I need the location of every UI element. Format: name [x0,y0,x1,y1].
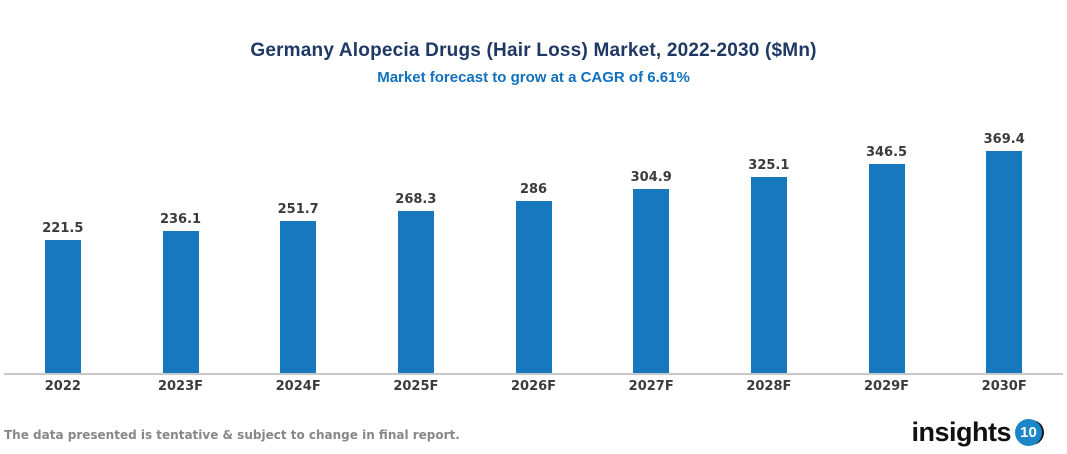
bar-column: 268.3 [357,192,475,373]
bar-column: 325.1 [710,158,828,373]
bar-value-label: 369.4 [983,132,1025,147]
bar-value-label: 304.9 [630,170,672,185]
bar-column: 251.7 [239,202,357,373]
chart-subtitle: Market forecast to grow at a CAGR of 6.6… [377,69,690,86]
bar-column: 286 [475,182,593,373]
bar [986,151,1023,373]
x-axis-label: 2030F [981,379,1027,394]
bar [280,221,317,373]
x-axis-labels: 2022 2023F 2024F 2025F 2026F 2027F 2028F 2029F 2… [4,379,1063,394]
bar-value-label: 251.7 [277,202,319,217]
bar [44,240,81,373]
bar [868,164,905,373]
plot-area: 221.5 236.1 251.7 268.3 286 304.9 325.1 346.5 36… [4,95,1063,375]
bar-column: 304.9 [592,170,710,373]
bar [162,231,199,373]
bar-column: 221.5 [4,221,122,373]
bar-value-label: 268.3 [395,192,437,207]
x-axis-label: 2029F [864,379,910,394]
bar [397,211,434,373]
logo-badge-10: 10 [1015,419,1042,446]
logo-text: insights [911,417,1011,447]
insights10-logo: insights 10 [911,419,1042,446]
bar [750,177,787,373]
x-axis-label: 2022 [44,379,81,394]
x-axis-label: 2026F [510,379,557,394]
bar-value-label: 286 [519,182,548,197]
bar-value-label: 325.1 [748,158,790,173]
bar-column: 236.1 [122,212,240,373]
bar-column: 346.5 [828,145,946,373]
bar-value-label: 236.1 [159,212,202,227]
bar [515,201,552,373]
disclaimer-text: The data presented is tentative & subjec… [4,428,460,442]
bar-value-label: 221.5 [42,221,84,236]
x-axis-label: 2025F [393,379,439,394]
bar [633,189,670,373]
x-axis-label: 2027F [628,379,674,394]
x-axis-label: 2023F [157,379,204,394]
x-axis-label: 2024F [275,379,321,394]
bar-column: 369.4 [945,132,1063,373]
chart-header: Germany Alopecia Drugs (Hair Loss) Marke… [0,40,1067,86]
x-axis-label: 2028F [746,379,792,394]
bar-value-label: 346.5 [865,145,908,160]
chart-title: Germany Alopecia Drugs (Hair Loss) Marke… [250,40,817,61]
